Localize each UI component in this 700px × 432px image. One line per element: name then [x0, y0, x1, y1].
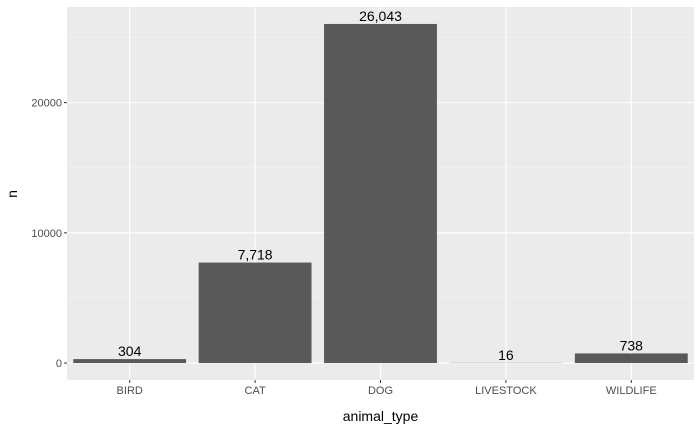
y-tick-label-2: 20000 [31, 98, 62, 110]
x-tick-label-wildlife: WILDLIFE [606, 385, 657, 397]
data-labels-layer: 304 7,718 26,043 16 738 [118, 8, 643, 363]
data-label-dog: 26,043 [359, 8, 402, 24]
data-label-livestock: 16 [498, 347, 514, 363]
y-axis-title: n [4, 190, 20, 198]
data-label-cat: 7,718 [238, 247, 273, 263]
bar-cat [198, 262, 312, 364]
y-axis: 0 10000 20000 [31, 98, 67, 370]
bar-dog [324, 23, 437, 364]
data-label-wildlife: 738 [620, 337, 644, 353]
x-axis-title: animal_type [343, 408, 419, 424]
x-axis: BIRD CAT DOG LIVESTOCK WILDLIFE [117, 380, 657, 397]
bar-wildlife [574, 353, 688, 364]
data-label-bird: 304 [118, 343, 142, 359]
x-tick-label-cat: CAT [245, 385, 266, 397]
x-tick-label-dog: DOG [368, 385, 393, 397]
y-tick-label-0: 0 [56, 358, 62, 370]
y-tick-label-1: 10000 [31, 228, 62, 240]
bars-layer [73, 23, 688, 364]
x-tick-label-bird: BIRD [117, 385, 143, 397]
x-tick-label-livestock: LIVESTOCK [475, 385, 537, 397]
bar-bird [73, 359, 187, 364]
